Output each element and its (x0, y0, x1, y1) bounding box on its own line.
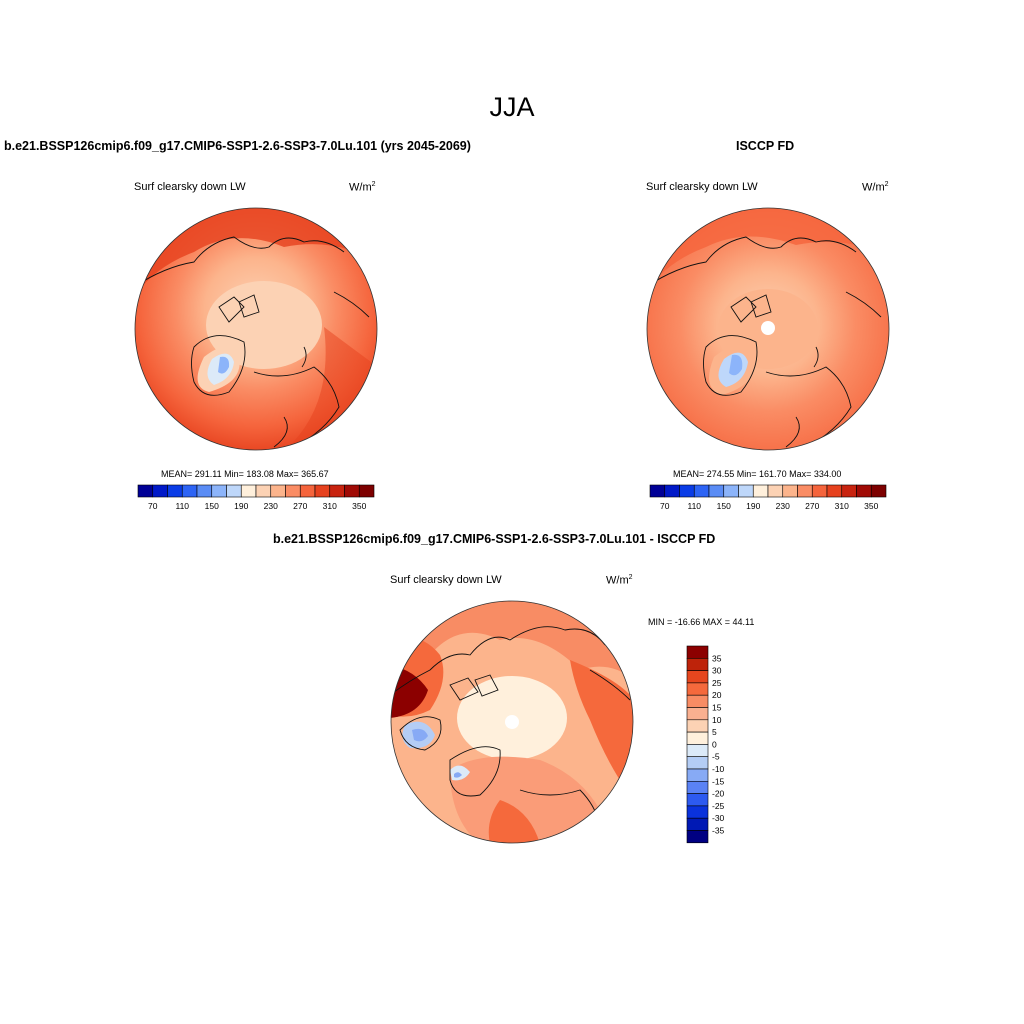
panel-diff-stats: MIN = -16.66 MAX = 44.11 (648, 617, 755, 627)
colorbar-obs-swatch (664, 484, 680, 498)
colorbar-diff-swatch (686, 744, 709, 758)
colorbar-model-swatch (344, 484, 360, 498)
colorbar-obs-tick-label: 110 (687, 501, 701, 511)
colorbar-model-swatch (226, 484, 242, 498)
colorbar-obs-tick-label: 350 (864, 501, 878, 511)
colorbar-model-swatch (167, 484, 183, 498)
colorbar-model: 70 110 150 190 230 270 310 350 (137, 484, 375, 511)
map-diff (390, 600, 634, 844)
colorbar-diff-tick-label: 5 (712, 727, 717, 737)
colorbar-model-tick-label: 150 (205, 501, 219, 511)
colorbar-obs-swatch (723, 484, 739, 498)
colorbar-obs-swatch (767, 484, 784, 498)
colorbar-model-swatch (314, 484, 331, 498)
colorbar-model-tick-label: 110 (175, 501, 189, 511)
colorbar-model-swatch (255, 484, 272, 498)
colorbar-obs-tick-label: 190 (746, 501, 760, 511)
colorbar-model-swatch (270, 484, 286, 498)
colorbar-diff: 35 30 25 20 15 10 5 0 -5 -10 -15 -20 -25 -30 -35 (686, 645, 725, 844)
colorbar-obs-tick-label: 150 (717, 501, 731, 511)
colorbar-obs-tick-label: 230 (776, 501, 790, 511)
colorbar-diff-swatch (686, 768, 709, 782)
panel-obs-stats: MEAN= 274.55 Min= 161.70 Max= 334.00 (673, 469, 842, 479)
colorbar-diff-tick-label: -25 (712, 801, 725, 811)
colorbar-model-swatch (211, 484, 227, 498)
panel-model-variable: Surf clearsky down LW (134, 181, 246, 193)
panel-model-units: W/m2 (349, 181, 376, 194)
colorbar-obs-swatch (797, 484, 813, 498)
colorbar-diff-tick-label: -20 (712, 789, 725, 799)
colorbar-diff-tick-label: 35 (712, 653, 722, 663)
map-model (134, 207, 378, 451)
colorbar-obs-swatch (841, 484, 857, 498)
colorbar-obs-tick-label: 70 (660, 501, 670, 511)
colorbar-model-swatch (240, 484, 257, 498)
colorbar-model-swatch (285, 484, 301, 498)
figure-title: JJA (489, 92, 535, 122)
panel-model-title: b.e21.BSSP126cmip6.f09_g17.CMIP6-SSP1-2.… (4, 139, 471, 153)
colorbar-diff-swatch (686, 756, 709, 770)
colorbar-obs: 70 110 150 190 230 270 310 350 (649, 484, 887, 511)
colorbar-diff-tick-label: -30 (712, 813, 725, 823)
panel-obs-title: ISCCP FD (736, 139, 795, 153)
colorbar-obs-swatch (782, 484, 798, 498)
colorbar-diff-tick-label: -35 (712, 826, 725, 836)
colorbar-obs-swatch (649, 484, 666, 498)
colorbar-diff-swatch (686, 793, 709, 807)
colorbar-model-swatch (329, 484, 345, 498)
colorbar-diff-swatch (686, 658, 709, 671)
colorbar-model-tick-label: 350 (352, 501, 366, 511)
colorbar-model-tick-label: 310 (323, 501, 337, 511)
panel-obs-variable: Surf clearsky down LW (646, 181, 758, 193)
colorbar-diff-swatch (686, 670, 709, 684)
colorbar-model-tick-label: 190 (234, 501, 248, 511)
colorbar-diff-tick-label: 0 (712, 739, 717, 749)
panel-obs-units: W/m2 (862, 181, 889, 194)
colorbar-obs-swatch (693, 484, 710, 498)
colorbar-diff-tick-label: 25 (712, 678, 722, 688)
colorbar-model-swatch (196, 484, 213, 498)
colorbar-diff-swatch (686, 694, 709, 708)
panel-model-stats: MEAN= 291.11 Min= 183.08 Max= 365.67 (161, 469, 329, 479)
colorbar-diff-tick-label: -5 (712, 752, 720, 762)
colorbar-diff-tick-label: 30 (712, 666, 722, 676)
panel-diff-variable: Surf clearsky down LW (390, 574, 502, 586)
colorbar-diff-swatch (686, 707, 709, 721)
colorbar-model-tick-label: 270 (293, 501, 307, 511)
colorbar-diff-tick-label: -15 (712, 776, 725, 786)
colorbar-diff-swatch (686, 830, 709, 844)
colorbar-obs-swatch (870, 484, 887, 498)
colorbar-diff-tick-label: 10 (712, 715, 722, 725)
colorbar-diff-swatch (686, 781, 709, 794)
colorbar-obs-tick-label: 310 (835, 501, 849, 511)
colorbar-obs-swatch (738, 484, 754, 498)
colorbar-obs-swatch (679, 484, 695, 498)
colorbar-diff-swatch (686, 817, 709, 831)
colorbar-obs-swatch (752, 484, 769, 498)
colorbar-diff-swatch (686, 805, 709, 819)
panel-diff-units: W/m2 (606, 574, 633, 587)
colorbar-diff-swatch (686, 731, 709, 745)
colorbar-model-tick-label: 230 (264, 501, 278, 511)
colorbar-diff-tick-label: 15 (712, 703, 722, 713)
colorbar-diff-tick-label: 20 (712, 690, 722, 700)
colorbar-model-swatch (137, 484, 154, 498)
colorbar-diff-swatch (686, 682, 709, 696)
colorbar-obs-swatch (826, 484, 843, 498)
colorbar-obs-swatch (856, 484, 872, 498)
colorbar-model-tick-label: 70 (148, 501, 158, 511)
colorbar-model-swatch (358, 484, 375, 498)
colorbar-obs-swatch (708, 484, 725, 498)
colorbar-diff-tick-label: -10 (712, 764, 725, 774)
panel-diff-title: b.e21.BSSP126cmip6.f09_g17.CMIP6-SSP1-2.… (273, 532, 716, 546)
colorbar-diff-swatch (686, 645, 709, 659)
colorbar-model-swatch (299, 484, 316, 498)
map-obs (646, 207, 890, 451)
colorbar-obs-swatch (811, 484, 828, 498)
colorbar-model-swatch (181, 484, 198, 498)
colorbar-model-swatch (152, 484, 168, 498)
colorbar-diff-swatch (686, 719, 709, 733)
colorbar-obs-tick-label: 270 (805, 501, 819, 511)
